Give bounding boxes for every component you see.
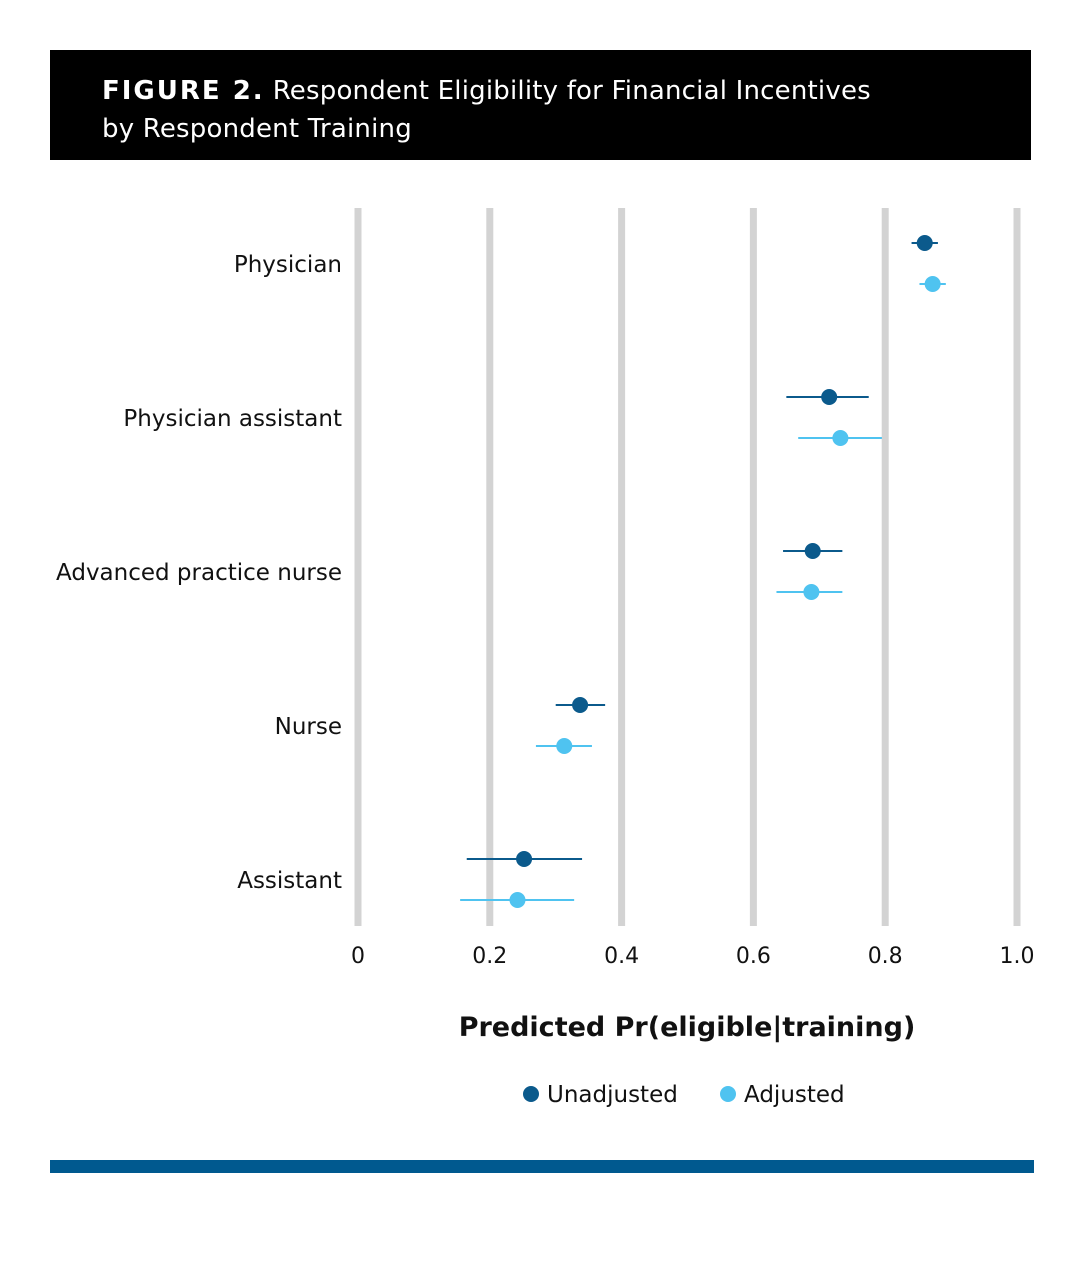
category-labels: Physician Physician assistant Advanced pra…	[56, 252, 342, 894]
series-unadjusted	[466, 235, 938, 867]
legend: Unadjusted Adjusted	[523, 1082, 845, 1108]
legend-label-adjusted: Adjusted	[744, 1082, 845, 1108]
x-tick-label: 1.0	[1000, 944, 1035, 969]
gridlines	[354, 208, 1021, 926]
data-point	[556, 738, 573, 754]
category-label: Physician assistant	[123, 406, 342, 432]
data-point	[821, 389, 838, 405]
x-tick-label: 0.2	[472, 944, 507, 969]
x-tick-label: 0.4	[604, 944, 639, 969]
category-label: Assistant	[237, 868, 342, 894]
figure-header: FIGURE 2. Respondent Eligibility for Fina…	[50, 50, 1031, 160]
figure-title-line-2: by Respondent Training	[102, 114, 412, 144]
legend-marker-unadjusted	[523, 1086, 539, 1102]
x-axis-label: Predicted Pr(eligible|training)	[459, 1012, 916, 1043]
bottom-bar	[50, 1160, 1034, 1173]
figure-label: FIGURE 2.	[102, 76, 265, 106]
legend-marker-adjusted	[720, 1086, 736, 1102]
x-tick-label: 0.8	[868, 944, 903, 969]
x-tick-label: 0	[351, 944, 365, 969]
legend-label-unadjusted: Unadjusted	[547, 1082, 678, 1108]
data-point	[572, 697, 589, 713]
x-tick-label: 0.6	[736, 944, 771, 969]
data-marks	[460, 235, 946, 908]
figure-title: Respondent Eligibility for Financial Inc…	[272, 76, 871, 106]
data-point	[509, 892, 526, 908]
data-point	[916, 235, 933, 251]
x-tick-labels: 0 0.2 0.4 0.6 0.8 1.0	[351, 944, 1035, 969]
series-adjusted	[460, 276, 946, 908]
category-label: Advanced practice nurse	[56, 560, 342, 586]
data-point	[832, 430, 849, 446]
data-point	[516, 851, 533, 867]
data-point	[924, 276, 941, 292]
figure-title-line-1: FIGURE 2. Respondent Eligibility for Fina…	[102, 72, 1031, 110]
category-label: Physician	[234, 252, 342, 278]
data-point	[804, 543, 821, 559]
category-label: Nurse	[275, 714, 342, 740]
data-point	[803, 584, 820, 600]
